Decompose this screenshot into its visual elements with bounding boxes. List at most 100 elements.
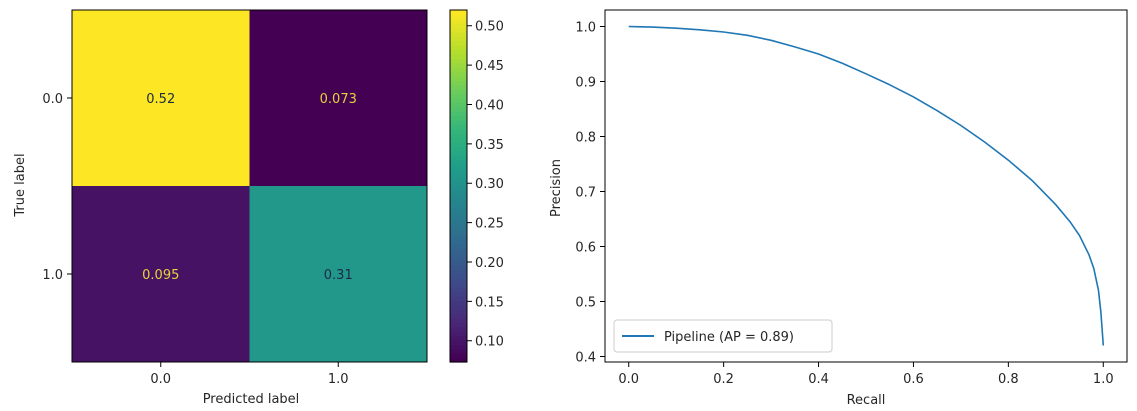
colorbar-tick-label: 0.25 [475,217,504,232]
colorbar-segment [450,89,467,95]
colorbar-segment [450,142,467,147]
colorbar-segment [450,203,467,209]
colorbar-segment [450,252,467,257]
colorbar-segment [450,93,467,99]
colorbar-segment [450,256,467,262]
colorbar-segment [450,76,467,81]
colorbar-segment [450,40,467,46]
cm-ytick-label: 1.0 [42,268,63,283]
colorbar-segment [450,111,467,117]
cm-xlabel: Predicted label [203,392,300,407]
colorbar-segment [450,221,467,227]
colorbar-segment [450,313,467,319]
colorbar-segment [450,335,467,341]
colorbar-segment [450,348,467,354]
pr-ytick-label: 0.5 [575,296,596,311]
cm-xtick-label: 0.0 [150,372,171,387]
colorbar-segment [450,106,467,112]
colorbar-segment [450,216,467,222]
colorbar-segment [450,164,467,169]
cm-cell-label: 0.52 [146,92,175,107]
pr-ytick-label: 0.8 [575,131,596,146]
colorbar-segment [450,155,467,161]
colorbar-segment [450,181,467,187]
colorbar-segment [450,326,467,332]
pr-xtick-label: 1.0 [1093,372,1114,387]
colorbar-segment [450,282,467,288]
colorbar-segment [450,115,467,121]
colorbar-segment [450,58,467,64]
colorbar-segment [450,274,467,279]
pr-ytick-label: 0.9 [575,76,596,91]
colorbar-segment [450,353,467,359]
cm-cell [72,10,250,186]
pr-ylabel: Precision [549,159,564,217]
colorbar-segment [450,133,467,139]
colorbar-tick-label: 0.20 [475,256,504,271]
cm-cell-label: 0.073 [320,92,357,107]
colorbar-segment [450,318,467,323]
colorbar-segment [450,159,467,165]
colorbar-segment [450,177,467,183]
colorbar-segment [450,194,467,200]
colorbar-segment [450,309,467,315]
pr-xtick-label: 0.8 [998,372,1019,387]
colorbar-segment [450,230,467,235]
colorbar-segment [450,49,467,55]
colorbar-segment [450,14,467,20]
colorbar-segment [450,269,467,275]
colorbar-segment [450,260,467,266]
colorbar-segment [450,23,467,29]
pr-xtick-label: 0.6 [903,372,924,387]
colorbar: 0.10 0.15 0.20 0.25 0.30 0.35 0.40 0.45 0.50 [449,9,504,363]
colorbar-tick-label: 0.45 [475,59,504,74]
colorbar-segment [450,291,467,297]
colorbar-segment [450,146,467,152]
colorbar-segment [450,300,467,306]
colorbar-segment [450,128,467,134]
colorbar-segment [450,150,467,156]
cm-cell [249,186,427,362]
colorbar-segment [450,357,467,363]
colorbar-segment [450,234,467,240]
colorbar-tick-label: 0.10 [475,335,504,350]
pr-ytick-label: 0.4 [575,351,596,366]
colorbar-segment [450,344,467,350]
cm-ytick-label: 0.0 [42,92,63,107]
colorbar-segment [450,278,467,284]
colorbar-segment [450,18,467,24]
colorbar-tick-label: 0.50 [475,20,504,35]
colorbar-segment [450,98,467,103]
pr-xtick-label: 0.4 [808,372,829,387]
pr-curve-line [628,25,1105,346]
colorbar-segment [450,45,467,51]
colorbar-tick-label: 0.35 [475,138,504,153]
colorbar-segment [450,172,467,178]
colorbar-tick-label: 0.40 [475,98,504,113]
confusion-matrix: True label Predicted label 0.52 0.073 0.09… [13,9,428,407]
colorbar-segment [450,67,467,73]
colorbar-segment [450,190,467,196]
colorbar-segment [450,247,467,253]
legend-box [613,319,833,353]
colorbar-segment [450,137,467,143]
pr-ytick-label: 0.6 [575,241,596,256]
colorbar-segment [450,186,467,191]
precision-recall-plot: Recall Precision 0.0 0.2 0.4 0.6 0.8 1.0 0.4 0.… [549,9,1128,408]
colorbar-segment [450,168,467,174]
colorbar-segment [450,120,467,125]
pr-xtick-label: 0.0 [618,372,639,387]
colorbar-segment [450,322,467,328]
colorbar-segment [450,80,467,86]
colorbar-segment [450,62,467,68]
colorbar-segment [450,304,467,310]
colorbar-segment [450,54,467,59]
cm-cell [72,186,250,362]
colorbar-segment [450,208,467,213]
pr-ytick-label: 0.7 [575,186,596,201]
colorbar-frame [449,9,468,363]
cm-cell-label: 0.31 [324,268,353,283]
colorbar-tick-label: 0.30 [475,177,504,192]
colorbar-segment [450,10,467,15]
